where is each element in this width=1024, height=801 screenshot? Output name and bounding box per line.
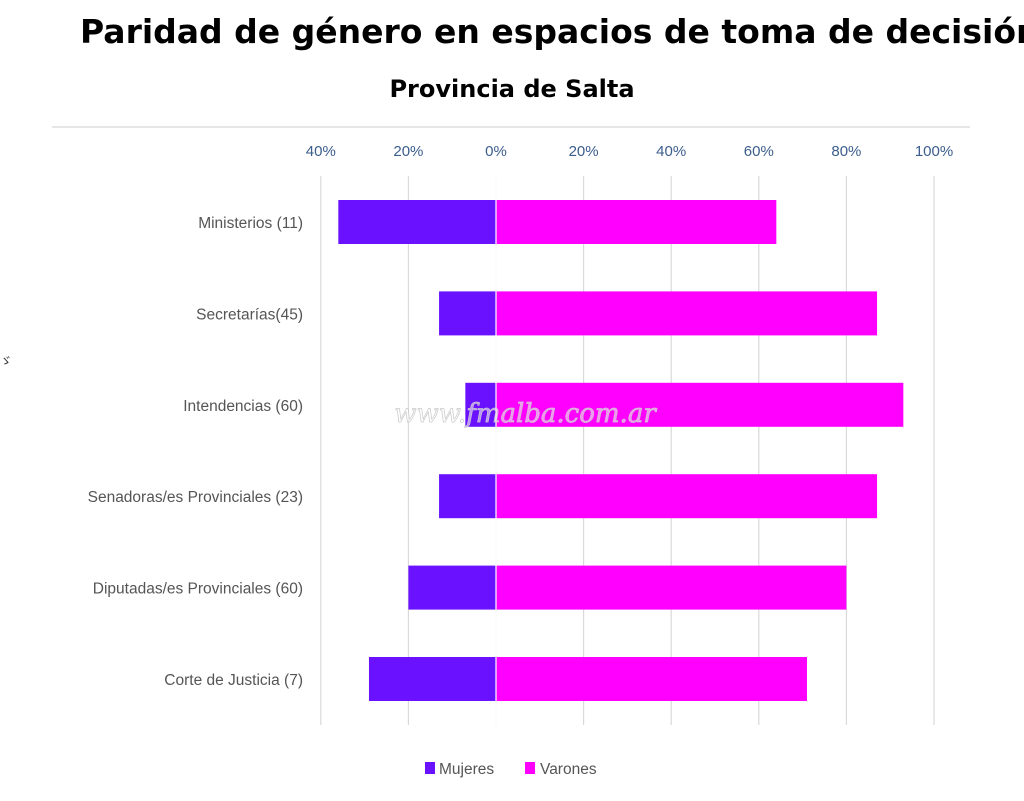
stray-mark: ゞ <box>0 354 13 368</box>
legend-label-varones: Varones <box>540 761 597 778</box>
x-tick-label: 80% <box>831 143 861 160</box>
bar-mujeres <box>368 657 496 701</box>
grid-lines <box>320 176 935 725</box>
legend-swatch-mujeres <box>425 762 435 774</box>
category-label: Secretarías(45) <box>196 306 303 323</box>
bar-varones <box>496 382 904 427</box>
bar-mujeres <box>338 200 496 244</box>
category-label: Senadoras/es Provinciales (23) <box>88 489 303 506</box>
bar-mujeres <box>439 291 496 336</box>
bars <box>338 176 904 725</box>
bar-mujeres <box>465 382 496 427</box>
bar-varones <box>496 565 847 610</box>
x-tick-label: 60% <box>744 143 774 160</box>
x-tick-label: 20% <box>393 143 423 160</box>
category-label: Corte de Justicia (7) <box>164 672 303 689</box>
bar-mujeres <box>439 474 496 519</box>
bar-varones <box>496 200 777 244</box>
bar-mujeres <box>408 565 496 610</box>
page-subtitle: Provincia de Salta <box>389 75 635 103</box>
bar-varones <box>496 474 878 519</box>
watermark: www.fmalba.com.ar <box>394 399 657 429</box>
category-label: Intendencias (60) <box>183 398 303 415</box>
category-label: Diputadas/es Provinciales (60) <box>93 581 303 598</box>
x-tick-label: 20% <box>569 143 599 160</box>
category-labels: Ministerios (11) Secretarías(45) Intendenc… <box>88 215 303 689</box>
x-tick-label: 40% <box>656 143 686 160</box>
x-tick-labels: 40% 20% 0% 20% 40% 60% 80% 100% <box>306 143 953 160</box>
x-tick-label: 100% <box>915 143 953 160</box>
bar-varones <box>496 291 878 336</box>
x-tick-label: 0% <box>485 143 507 160</box>
legend-swatch-varones <box>525 762 535 774</box>
page-title: Paridad de género en espacios de toma de… <box>80 12 1024 51</box>
category-label: Ministerios (11) <box>198 215 303 232</box>
x-tick-label: 40% <box>306 143 336 160</box>
legend-label-mujeres: Mujeres <box>439 761 494 778</box>
legend: Mujeres Varones <box>425 761 597 778</box>
bar-varones <box>496 657 807 701</box>
